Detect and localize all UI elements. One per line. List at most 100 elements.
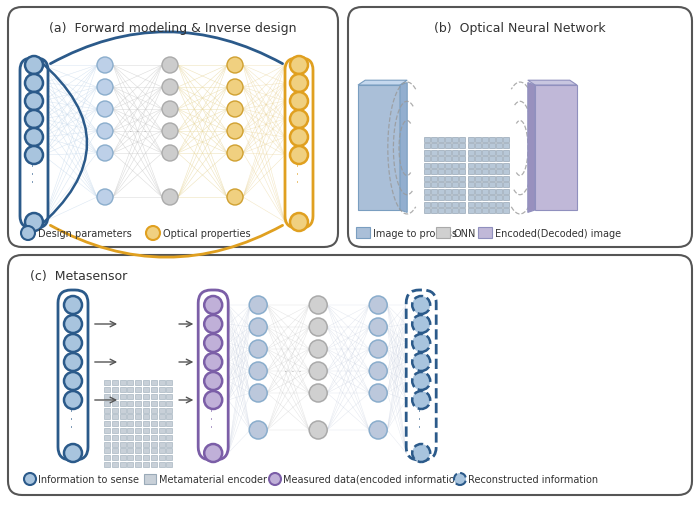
Bar xyxy=(475,137,480,142)
Bar xyxy=(167,381,172,386)
Bar xyxy=(468,137,473,142)
Circle shape xyxy=(249,318,267,336)
Bar xyxy=(459,163,465,168)
Bar xyxy=(489,144,494,148)
Circle shape xyxy=(146,227,160,240)
Bar xyxy=(496,209,501,214)
Circle shape xyxy=(25,214,43,231)
Bar xyxy=(431,189,437,194)
Bar xyxy=(482,137,487,142)
Circle shape xyxy=(25,111,43,129)
Circle shape xyxy=(369,296,387,315)
Bar xyxy=(468,170,473,175)
Bar xyxy=(496,137,501,142)
Bar xyxy=(438,137,444,142)
Polygon shape xyxy=(358,81,407,86)
Bar xyxy=(112,428,118,433)
Bar xyxy=(475,157,480,162)
Bar xyxy=(104,408,110,413)
Bar xyxy=(424,202,430,207)
Circle shape xyxy=(162,146,178,162)
Circle shape xyxy=(204,444,222,462)
Text: · · ·: · · · xyxy=(66,407,80,427)
Bar xyxy=(424,157,430,162)
Bar xyxy=(438,157,444,162)
Bar xyxy=(120,456,125,460)
Bar xyxy=(159,401,164,406)
Circle shape xyxy=(290,129,308,147)
Bar xyxy=(127,408,134,413)
Circle shape xyxy=(249,384,267,402)
Polygon shape xyxy=(400,83,407,213)
Bar xyxy=(135,428,141,433)
Bar xyxy=(431,157,437,162)
Bar xyxy=(159,415,164,420)
Bar xyxy=(496,163,501,168)
Text: · · ·: · · · xyxy=(284,366,302,376)
Circle shape xyxy=(64,316,82,333)
Bar xyxy=(167,448,172,453)
Bar xyxy=(482,195,487,200)
Bar xyxy=(356,228,370,238)
Text: (c)  Metasensor: (c) Metasensor xyxy=(30,270,127,282)
Bar xyxy=(496,202,501,207)
Bar xyxy=(120,421,125,426)
Bar xyxy=(452,144,458,148)
Bar xyxy=(438,144,444,148)
Circle shape xyxy=(412,334,430,352)
Text: Reconstructed information: Reconstructed information xyxy=(468,474,598,484)
Bar xyxy=(503,163,508,168)
Circle shape xyxy=(227,58,243,74)
Text: Image to process: Image to process xyxy=(373,229,457,238)
Bar xyxy=(468,189,473,194)
Bar xyxy=(150,448,157,453)
Bar xyxy=(478,228,492,238)
Bar xyxy=(431,202,437,207)
Bar xyxy=(120,435,125,440)
Bar xyxy=(468,163,473,168)
Circle shape xyxy=(412,444,430,462)
Bar xyxy=(459,150,465,155)
Bar xyxy=(489,157,494,162)
Bar xyxy=(482,144,487,148)
Bar xyxy=(112,462,118,467)
Circle shape xyxy=(25,57,43,75)
Bar xyxy=(104,456,110,460)
Bar xyxy=(104,462,110,467)
Bar xyxy=(150,421,157,426)
Bar xyxy=(127,394,134,399)
Bar xyxy=(489,183,494,188)
Circle shape xyxy=(412,391,430,409)
Bar xyxy=(489,170,494,175)
Bar xyxy=(150,428,157,433)
Bar xyxy=(144,474,156,484)
Bar xyxy=(104,381,110,386)
Circle shape xyxy=(97,146,113,162)
Bar xyxy=(438,170,444,175)
Circle shape xyxy=(97,58,113,74)
Circle shape xyxy=(290,214,308,231)
Circle shape xyxy=(309,362,327,380)
Bar xyxy=(496,157,501,162)
Bar xyxy=(445,195,451,200)
Bar xyxy=(445,157,451,162)
Bar xyxy=(431,195,437,200)
Bar xyxy=(112,387,118,392)
Bar xyxy=(468,150,473,155)
Circle shape xyxy=(97,124,113,140)
Bar xyxy=(150,456,157,460)
Bar xyxy=(104,401,110,406)
Bar xyxy=(135,456,141,460)
Bar xyxy=(167,394,172,399)
Bar xyxy=(496,189,501,194)
Circle shape xyxy=(64,444,82,462)
Bar xyxy=(167,442,172,447)
Bar xyxy=(489,163,494,168)
Bar xyxy=(358,86,400,211)
Bar xyxy=(468,144,473,148)
Bar xyxy=(150,415,157,420)
Bar xyxy=(431,150,437,155)
Bar xyxy=(120,387,125,392)
Bar xyxy=(104,442,110,447)
Bar xyxy=(150,442,157,447)
